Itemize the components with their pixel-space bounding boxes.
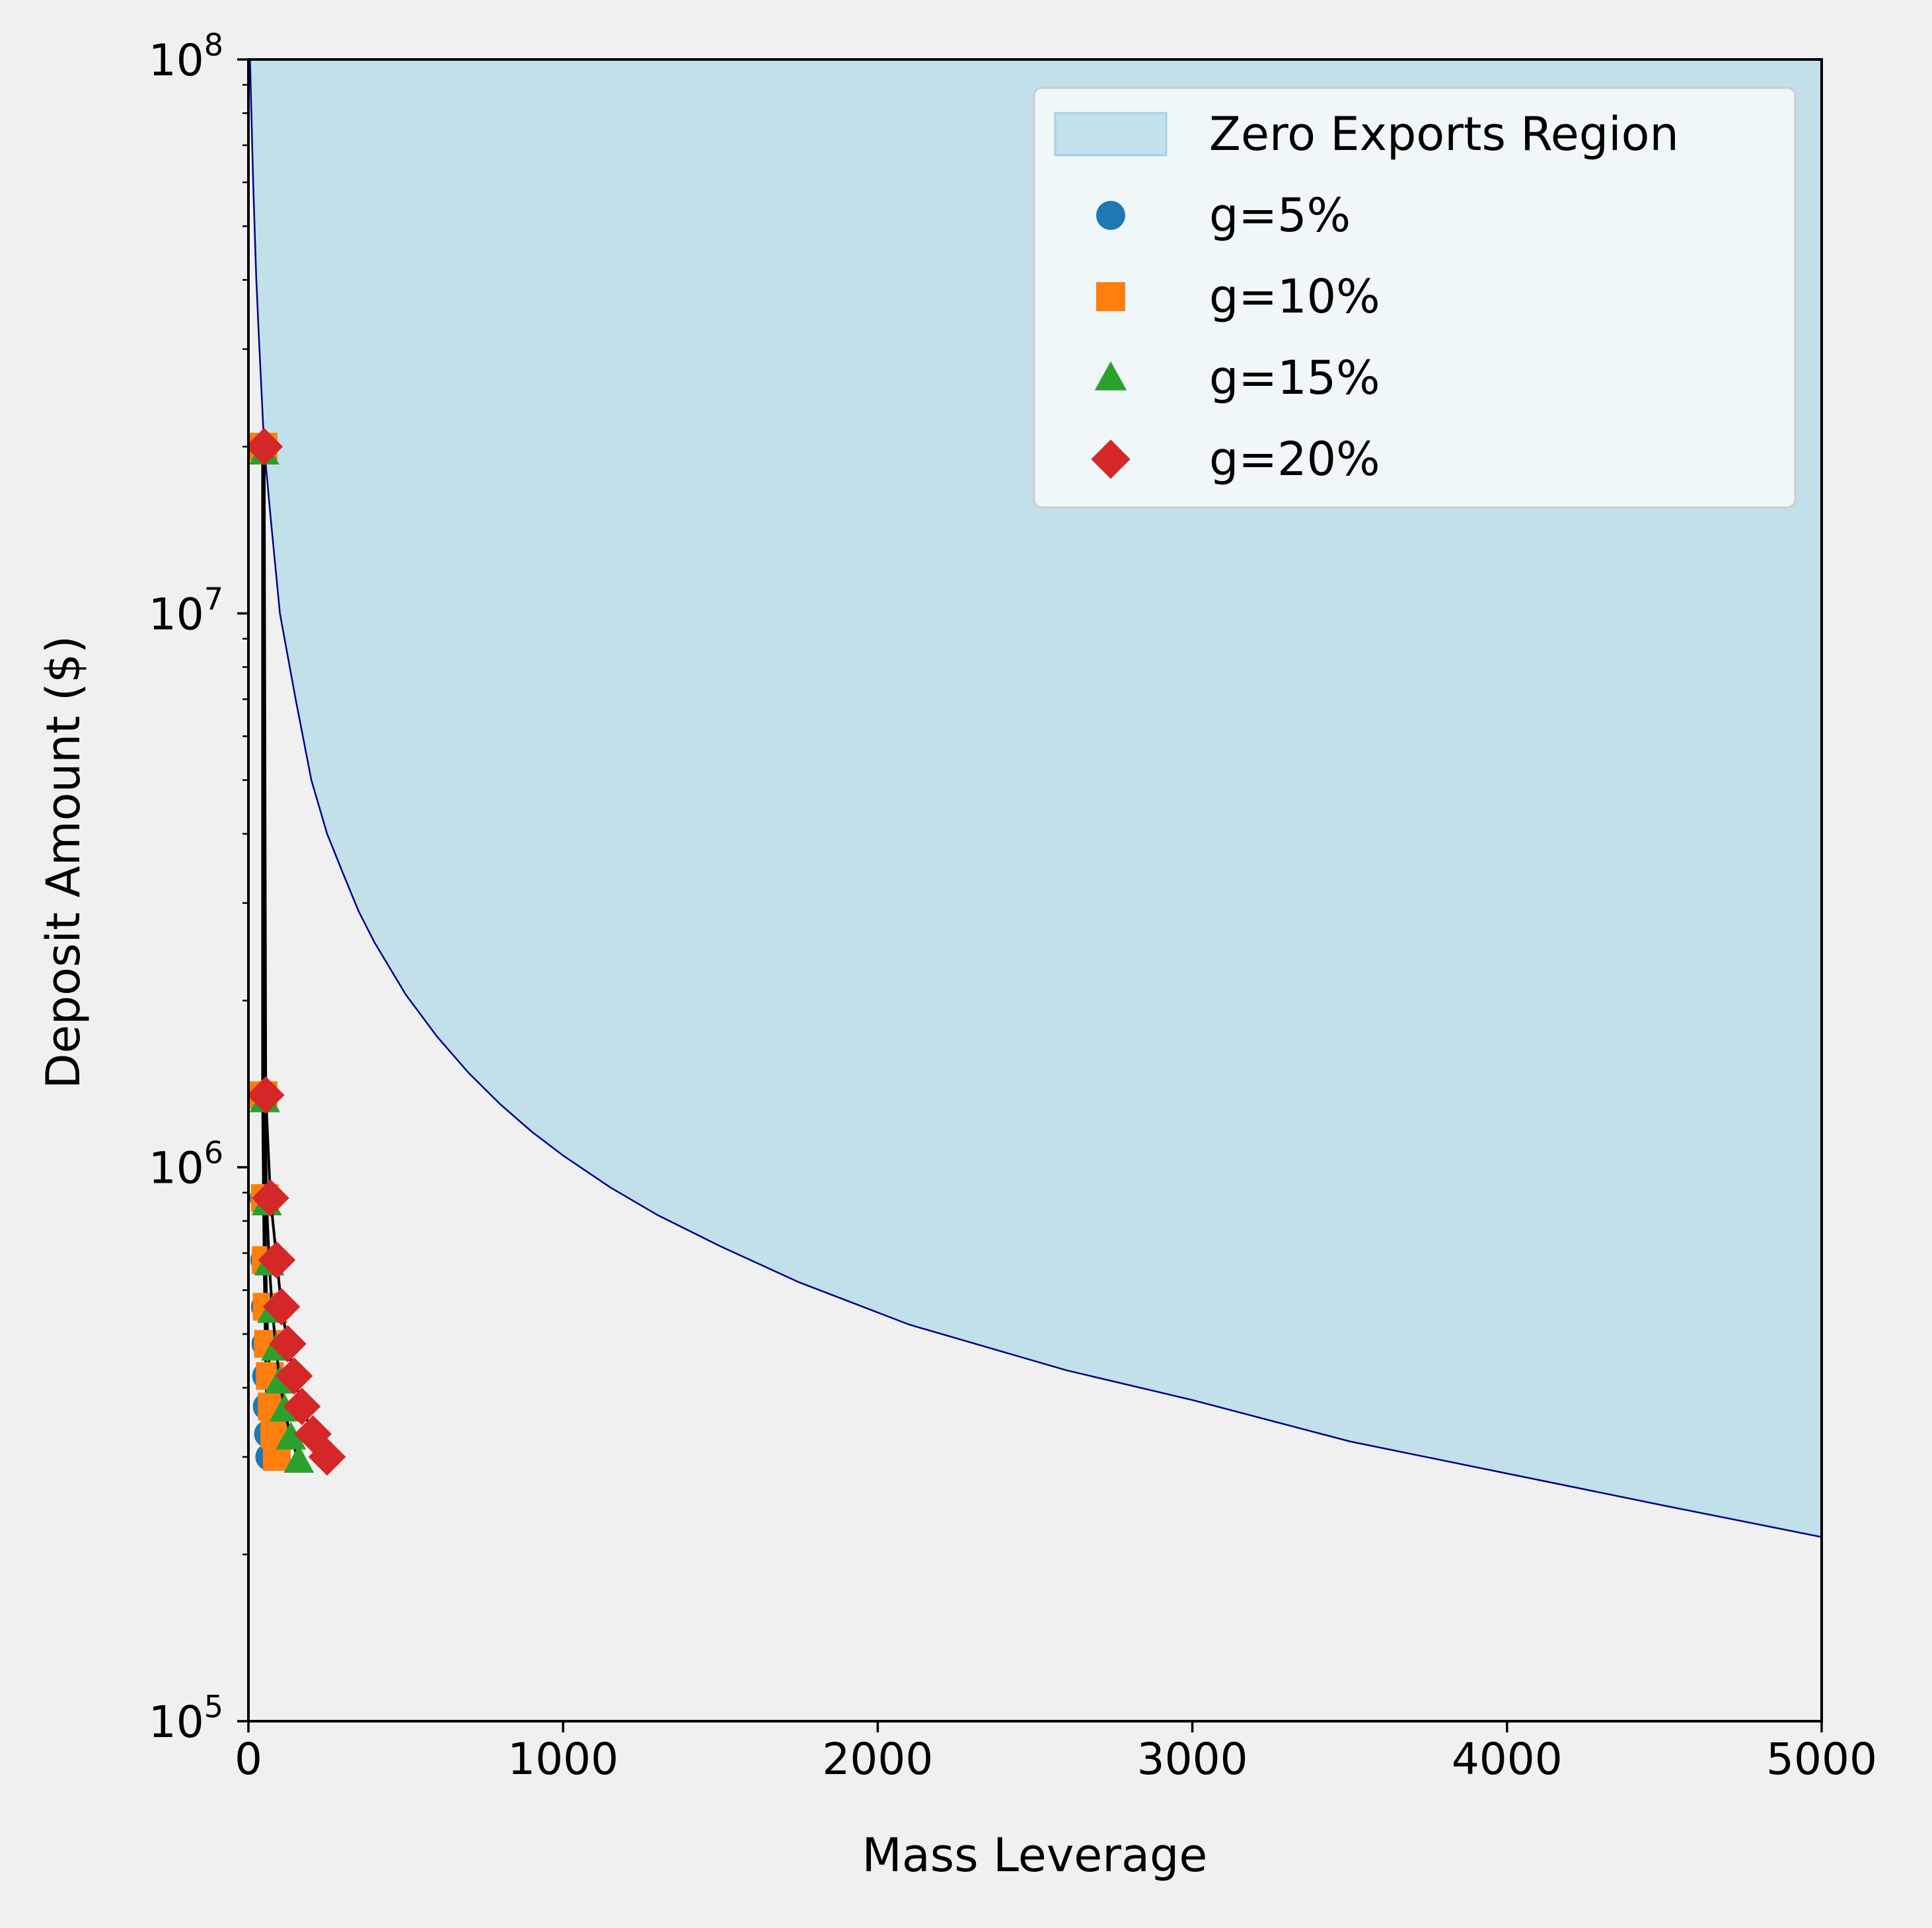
legend-label: g=20% [1209,432,1380,486]
legend-label: g=15% [1209,351,1380,405]
series-3-line [262,453,301,1462]
y-tick-label: 108 [149,27,223,86]
series-4-point [269,1325,307,1363]
legend-region-swatch [1054,112,1168,157]
x-tick-label: 3000 [1137,1734,1248,1785]
y-tick-label: 105 [149,1689,223,1748]
y-axis-label: Deposit Amount ($) [36,636,91,1089]
series-4-point [275,1357,313,1395]
x-tick-label: 4000 [1452,1734,1563,1785]
x-tick-label: 0 [235,1734,262,1785]
legend-marker [1091,439,1131,479]
legend-marker [1094,361,1127,390]
series-4-point [262,1288,301,1326]
series-4-point [258,1241,296,1279]
legend-label: g=5% [1209,188,1351,242]
region-boundary-line [249,59,1822,1538]
legend-box [1033,87,1797,509]
y-tick-label: 107 [149,581,223,640]
series-3-point [276,1421,307,1450]
legend-marker [1096,282,1125,311]
series-4-point [251,1179,289,1217]
series-4-point [308,1438,346,1476]
x-tick-label: 1000 [507,1734,618,1785]
legend-label: Zero Exports Region [1209,107,1679,161]
legend-label: g=10% [1209,270,1380,324]
x-axis-label: Mass Leverage [862,1828,1208,1882]
series-4-line [262,446,328,1458]
series-4 [248,427,346,1476]
x-axis: 0 1000 2000 3000 4000 5000 [235,1721,1877,1785]
series-4-point [294,1415,332,1453]
x-tick-label: 5000 [1766,1734,1877,1785]
legend: Zero Exports Region g=5% g=10% g=15% g=20% [1033,87,1797,509]
series-4-point [248,1076,285,1114]
series-4-point [248,427,283,466]
legend-marker [1096,201,1125,230]
y-tick-label: 106 [149,1135,223,1194]
series-3-point [283,1444,315,1473]
y-axis: 105 106 107 108 [149,27,248,1748]
x-tick-label: 2000 [822,1734,933,1785]
axes-frame [247,58,1823,1723]
series-4-point [283,1388,321,1426]
